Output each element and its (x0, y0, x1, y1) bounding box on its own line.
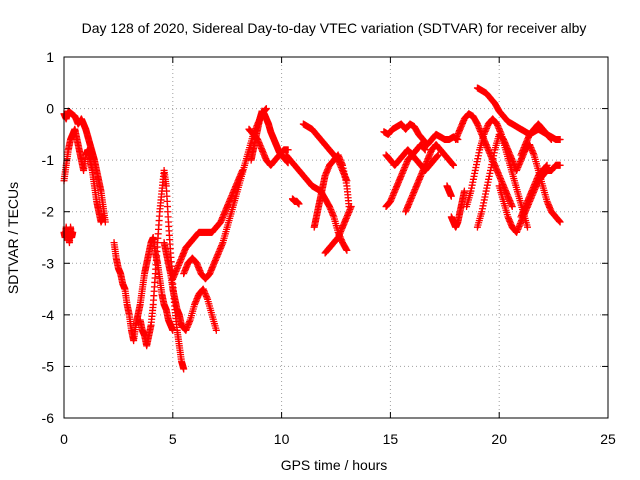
x-tick-label: 15 (383, 431, 399, 447)
y-axis-label: SDTVAR / TECUs (5, 182, 21, 294)
data-point (508, 203, 516, 211)
data-point (69, 228, 77, 236)
plot-frame (63, 56, 609, 419)
data-point (421, 146, 429, 154)
data-point (447, 192, 455, 200)
data-point (284, 146, 292, 154)
data-point (460, 187, 468, 195)
x-tick-label: 5 (169, 431, 177, 447)
data-point (99, 213, 107, 221)
series-arc-16 (380, 120, 462, 149)
data-point (295, 200, 303, 208)
series-arc-18 (382, 141, 429, 211)
data-points (60, 84, 564, 373)
series-arc-8 (180, 105, 270, 283)
series-arc-7 (169, 166, 246, 283)
series-arc-20 (443, 182, 455, 200)
series-arc-10 (245, 125, 292, 169)
series-arc-28 (517, 161, 551, 221)
data-point (434, 151, 442, 159)
y-tick-label: 0 (46, 101, 54, 117)
data-point (450, 161, 458, 169)
series-arc-6 (160, 239, 220, 334)
data-point (262, 105, 270, 113)
x-tick-label: 20 (491, 431, 507, 447)
data-point (556, 136, 564, 144)
data-point (556, 218, 564, 226)
data-point (547, 136, 555, 144)
series-arc-27 (517, 120, 555, 159)
y-tick-label: -4 (42, 307, 55, 323)
y-tick-label: 1 (46, 49, 54, 65)
y-tick-label: -3 (42, 255, 55, 271)
x-tick-label: 10 (274, 431, 290, 447)
data-point (343, 246, 351, 254)
y-tick-label: -2 (42, 204, 55, 220)
series-arc-1 (60, 107, 109, 226)
y-tick-label: -6 (42, 410, 55, 426)
x-tick-label: 25 (600, 431, 616, 447)
x-axis-label: GPS time / hours (281, 457, 388, 473)
chart-title: Day 128 of 2020, Sidereal Day-to-day VTE… (82, 20, 587, 36)
data-point (523, 223, 531, 231)
x-tick-label: 0 (60, 431, 68, 447)
series-arc-4 (110, 234, 177, 345)
data-point (556, 161, 564, 169)
y-tick-label: -5 (42, 358, 55, 374)
series-arc-3 (60, 223, 77, 247)
series-arc-12 (288, 195, 303, 208)
data-point (347, 203, 355, 211)
series-arc-14 (310, 151, 353, 231)
data-point (180, 365, 188, 373)
series-arc-15 (321, 203, 355, 257)
data-point (543, 161, 551, 169)
data-point (212, 326, 220, 334)
y-tick-label: -1 (42, 152, 55, 168)
series-arc-21 (447, 187, 468, 231)
series-arc-19 (402, 141, 458, 216)
